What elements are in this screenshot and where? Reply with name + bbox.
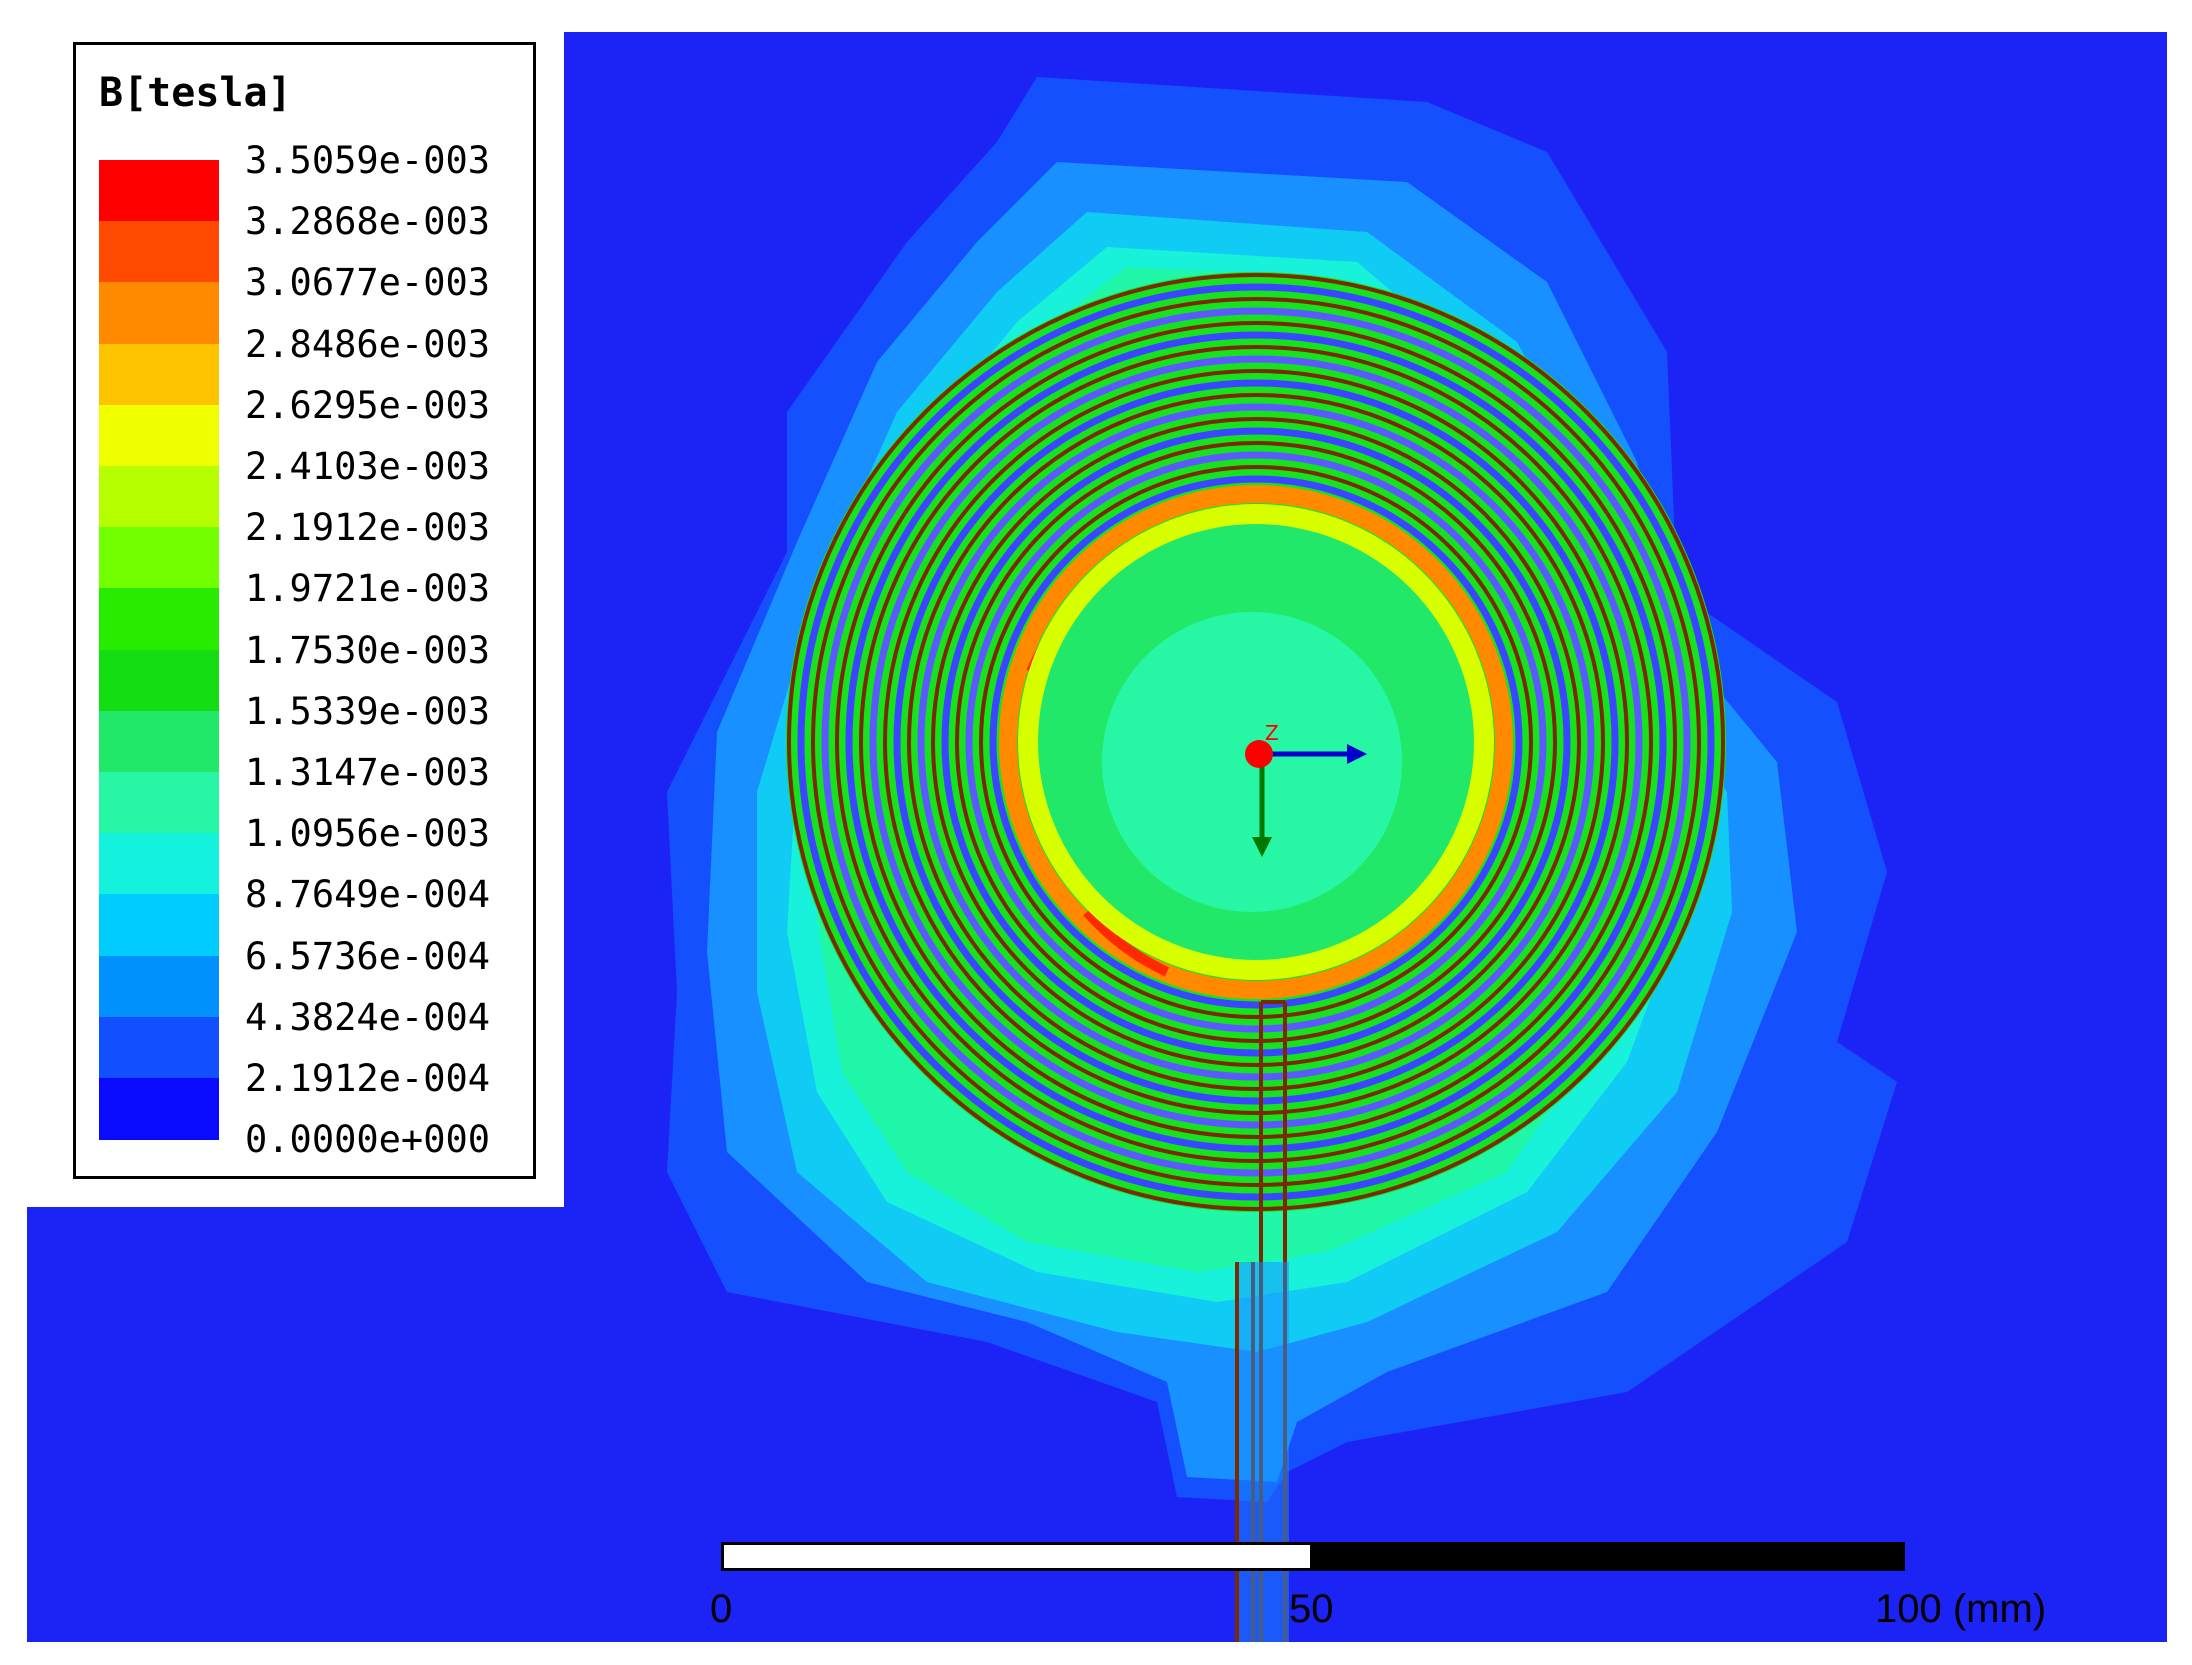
legend-value: 1.0956e-003 bbox=[245, 812, 491, 856]
scale-label-100: 100 (mm) bbox=[1875, 1587, 2047, 1631]
y-axis-arrow-icon bbox=[1252, 837, 1272, 857]
legend-swatch bbox=[99, 282, 219, 345]
legend-swatch bbox=[99, 772, 219, 835]
lead-channel bbox=[1239, 1262, 1289, 1642]
legend-title: B[tesla] bbox=[99, 70, 292, 116]
legend-value: 0.0000e+000 bbox=[245, 1118, 491, 1162]
legend-swatch bbox=[99, 160, 219, 223]
legend-swatch bbox=[99, 1078, 219, 1141]
coil-windings bbox=[787, 273, 1725, 1211]
z-axis-origin-icon bbox=[1245, 740, 1273, 768]
legend-swatch bbox=[99, 649, 219, 712]
legend-value: 3.2868e-003 bbox=[245, 200, 491, 244]
legend-swatch bbox=[99, 710, 219, 773]
legend-swatch bbox=[99, 833, 219, 896]
legend-frame bbox=[73, 42, 536, 1179]
legend-swatch bbox=[99, 588, 219, 651]
legend-value: 2.6295e-003 bbox=[245, 383, 491, 427]
legend-value: 3.5059e-003 bbox=[245, 139, 491, 182]
legend-value: 1.5339e-003 bbox=[245, 689, 491, 733]
legend-value: 3.0677e-003 bbox=[245, 261, 491, 305]
scale-bar-black-segment bbox=[1311, 1542, 1905, 1571]
color-legend: B[tesla] 3.5059e-003 3.2868e-003 3.0677e-0… bbox=[27, 32, 564, 1207]
legend-swatch bbox=[99, 527, 219, 590]
legend-value: 1.9721e-003 bbox=[245, 567, 491, 611]
scale-label-50: 50 bbox=[1289, 1587, 1334, 1631]
field-plot-viewport[interactable]: Z B[tesla] 3.5059e-003 3.2868e-003 3.0677e… bbox=[27, 32, 2167, 1642]
z-axis-label: Z bbox=[1265, 721, 1279, 745]
legend-value: 2.4103e-003 bbox=[245, 445, 491, 488]
inner-ring-hot bbox=[999, 485, 1513, 999]
legend-value: 2.1912e-003 bbox=[245, 506, 491, 550]
legend-swatch bbox=[99, 1016, 219, 1079]
legend-swatch bbox=[99, 404, 219, 467]
legend-value: 4.3824e-004 bbox=[245, 995, 491, 1039]
x-axis-arrow-icon bbox=[1347, 744, 1367, 764]
axis-triad: Z bbox=[1245, 721, 1367, 857]
field-plot-canvas[interactable]: Z bbox=[27, 32, 2167, 1642]
inner-ring-peak-bottom bbox=[1083, 908, 1170, 977]
legend-swatch bbox=[99, 343, 219, 406]
scale-bar-white-segment bbox=[721, 1542, 1313, 1571]
scale-label-0: 0 bbox=[710, 1587, 733, 1631]
legend-swatch bbox=[99, 466, 219, 529]
legend-value: 8.7649e-004 bbox=[245, 873, 491, 917]
legend-swatch bbox=[99, 955, 219, 1018]
legend-value: 2.1912e-004 bbox=[245, 1057, 491, 1100]
legend-swatch bbox=[99, 221, 219, 284]
legend-value: 2.8486e-003 bbox=[245, 322, 491, 366]
legend-swatch bbox=[99, 894, 219, 957]
legend-value: 1.7530e-003 bbox=[245, 628, 491, 672]
legend-value: 1.3147e-003 bbox=[245, 751, 491, 794]
legend-value: 6.5736e-004 bbox=[245, 934, 491, 978]
